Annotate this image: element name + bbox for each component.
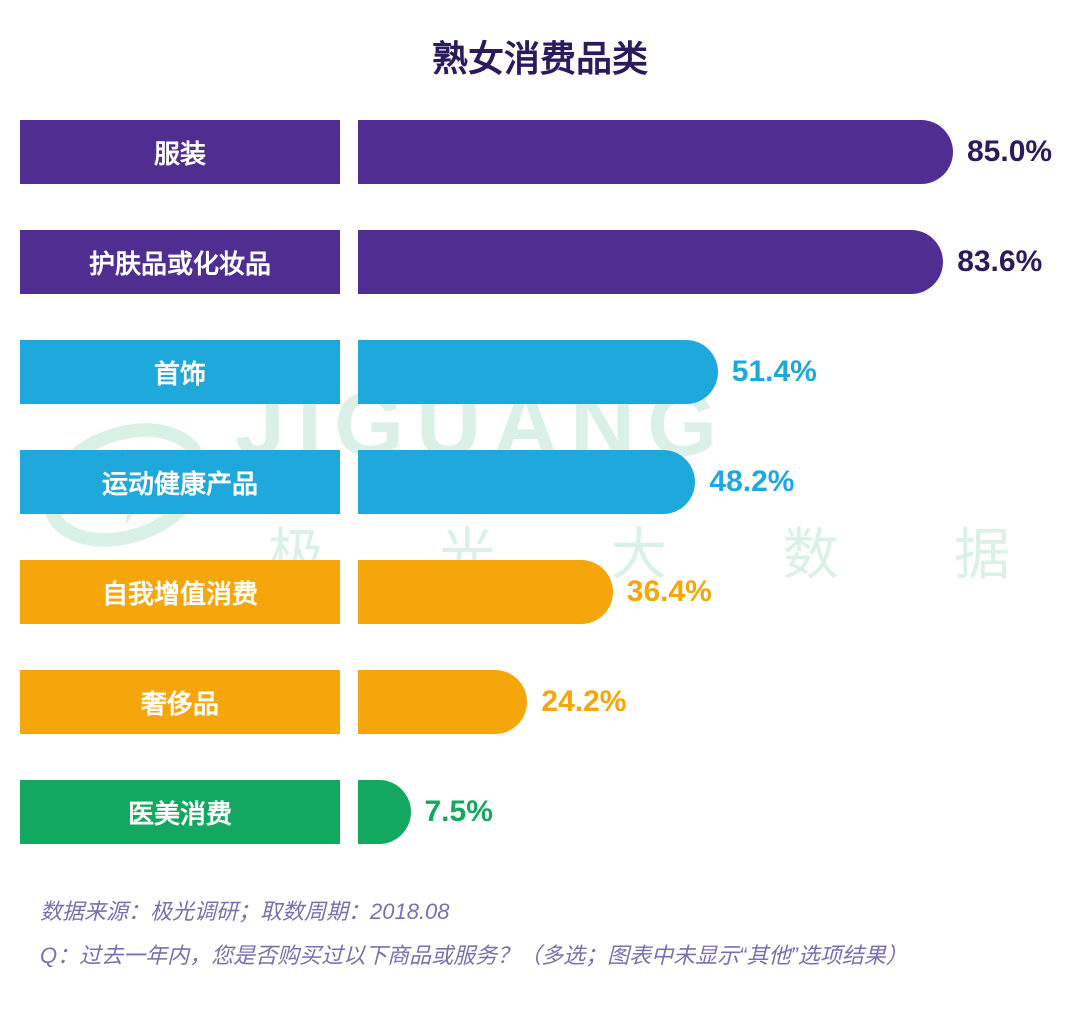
bar-track: 83.6% [358, 230, 1060, 294]
bar-track: 48.2% [358, 450, 1060, 514]
value-label: 36.4% [627, 575, 712, 609]
category-label: 首饰 [20, 340, 340, 404]
chart-row: 护肤品或化妆品 83.6% [20, 230, 1060, 294]
chart-rows: 服装 85.0% 护肤品或化妆品 83.6% 首饰 51.4% 运动健康产品 48.2% 自我增… [20, 120, 1060, 844]
bar-fill [358, 340, 718, 404]
bar-fill [358, 450, 695, 514]
category-label: 医美消费 [20, 780, 340, 844]
category-label: 服装 [20, 120, 340, 184]
chart-title: 熟女消费品类 [20, 30, 1060, 82]
bar-track: 85.0% [358, 120, 1060, 184]
chart-row: 首饰 51.4% [20, 340, 1060, 404]
chart-row: 运动健康产品 48.2% [20, 450, 1060, 514]
chart-row: 服装 85.0% [20, 120, 1060, 184]
bar-track: 51.4% [358, 340, 1060, 404]
value-label: 7.5% [425, 795, 493, 829]
bar-track: 7.5% [358, 780, 1060, 844]
chart-row: 自我增值消费 36.4% [20, 560, 1060, 624]
bar-fill [358, 780, 411, 844]
value-label: 24.2% [541, 685, 626, 719]
chart-row: 奢侈品 24.2% [20, 670, 1060, 734]
category-label: 奢侈品 [20, 670, 340, 734]
bar-track: 36.4% [358, 560, 1060, 624]
footnote-line: Q：过去一年内，您是否购买过以下商品或服务？（多选；图表中未显示“其他”选项结果… [40, 934, 1040, 978]
bar-fill [358, 670, 527, 734]
bar-fill [358, 560, 613, 624]
footnote-line: 数据来源：极光调研；取数周期：2018.08 [40, 890, 1040, 934]
category-label: 护肤品或化妆品 [20, 230, 340, 294]
value-label: 85.0% [967, 135, 1052, 169]
bar-fill [358, 230, 943, 294]
bar-track: 24.2% [358, 670, 1060, 734]
chart-footnotes: 数据来源：极光调研；取数周期：2018.08Q：过去一年内，您是否购买过以下商品… [20, 890, 1060, 978]
value-label: 83.6% [957, 245, 1042, 279]
chart-row: 医美消费 7.5% [20, 780, 1060, 844]
value-label: 48.2% [709, 465, 794, 499]
chart-container: 熟女消费品类 服装 85.0% 护肤品或化妆品 83.6% 首饰 51.4% 运动健康产品 4… [0, 0, 1080, 978]
category-label: 运动健康产品 [20, 450, 340, 514]
bar-fill [358, 120, 953, 184]
value-label: 51.4% [732, 355, 817, 389]
category-label: 自我增值消费 [20, 560, 340, 624]
